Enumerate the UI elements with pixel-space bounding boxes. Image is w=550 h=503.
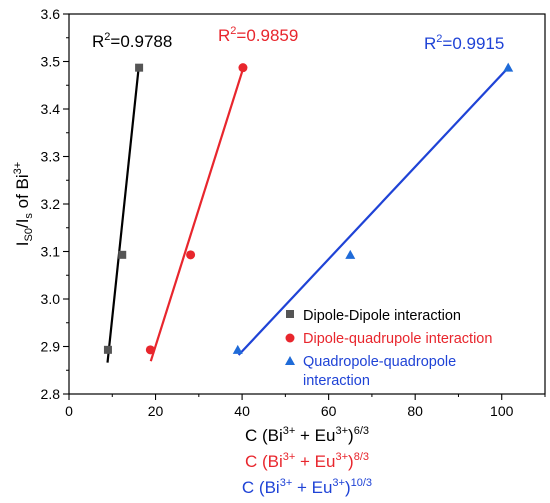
r2-label-dipole-dipole: R2=0.9788 <box>92 31 172 51</box>
r2-label-dipole-quadrupole: R2=0.9859 <box>218 25 298 45</box>
data-points <box>103 62 514 355</box>
legend: Dipole-Dipole interaction Dipole-quadrup… <box>285 308 492 389</box>
data-point-square <box>135 63 144 72</box>
fit-line-1 <box>149 67 245 362</box>
x-axis-label-6-3: C (Bi3+ + Eu3+)6/3 <box>245 425 369 445</box>
y-tick-label: 3.1 <box>41 244 61 260</box>
legend-label-quadropole-line2: interaction <box>303 373 370 389</box>
x-axis-label-10-3: C (Bi3+ + Eu3+)10/3 <box>242 477 372 497</box>
axis-ticks: 0 20 40 60 80 100 2.8 2.9 3.0 3.1 3.2 3.3 3.4 3.5 3.6 <box>41 6 546 419</box>
y-tick-label: 3.0 <box>41 291 61 307</box>
data-point-triangle <box>232 344 243 354</box>
legend-marker-triangle <box>285 356 295 365</box>
y-axis-label: IS0/Is of Bi3+ <box>12 162 35 246</box>
y-tick-label: 3.5 <box>41 54 61 70</box>
y-tick-label: 2.8 <box>41 386 61 402</box>
x-tick-label: 20 <box>148 403 164 419</box>
y-tick-label: 3.6 <box>41 6 61 22</box>
data-point-square <box>103 345 112 354</box>
legend-label-dipole-quadrupole: Dipole-quadrupole interaction <box>303 331 492 347</box>
fit-line-2 <box>237 66 510 356</box>
fit-line-0 <box>106 67 140 363</box>
data-point-circle <box>145 345 155 355</box>
data-point-circle <box>238 63 248 73</box>
legend-label-quadropole-line1: Quadropole-quadropole <box>303 354 456 370</box>
legend-marker-circle <box>285 333 295 343</box>
legend-marker-square <box>286 310 294 318</box>
legend-label-dipole-dipole: Dipole-Dipole interaction <box>303 308 461 324</box>
data-point-square <box>118 250 127 259</box>
x-tick-label: 0 <box>65 403 73 419</box>
r2-label-quadropole-quadropole: R2=0.9915 <box>424 33 504 53</box>
y-tick-label: 2.9 <box>41 339 61 355</box>
data-point-circle <box>186 250 196 260</box>
fit-lines <box>106 66 510 363</box>
data-point-triangle <box>503 62 514 72</box>
x-axis-label-8-3: C (Bi3+ + Eu3+)8/3 <box>245 451 369 471</box>
data-point-triangle <box>345 249 356 259</box>
x-tick-label: 80 <box>407 403 423 419</box>
x-tick-label: 60 <box>321 403 337 419</box>
x-tick-label: 40 <box>234 403 250 419</box>
y-tick-label: 3.4 <box>41 101 61 117</box>
y-tick-label: 3.2 <box>41 196 61 212</box>
y-tick-label: 3.3 <box>41 149 61 165</box>
x-tick-label: 100 <box>490 403 514 419</box>
